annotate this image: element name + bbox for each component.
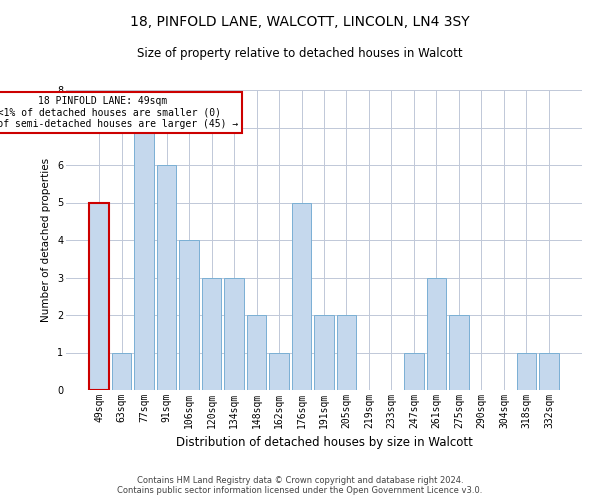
Bar [224, 278, 244, 390]
Bar [314, 315, 334, 390]
Bar [292, 202, 311, 390]
Bar [449, 315, 469, 390]
Bar [404, 352, 424, 390]
Bar [427, 278, 446, 390]
Bar [179, 240, 199, 390]
Bar [247, 315, 266, 390]
Text: Size of property relative to detached houses in Walcott: Size of property relative to detached ho… [137, 48, 463, 60]
Y-axis label: Number of detached properties: Number of detached properties [41, 158, 52, 322]
Bar [89, 202, 109, 390]
X-axis label: Distribution of detached houses by size in Walcott: Distribution of detached houses by size … [176, 436, 472, 450]
Text: Contains HM Land Registry data © Crown copyright and database right 2024.
Contai: Contains HM Land Registry data © Crown c… [118, 476, 482, 495]
Text: 18 PINFOLD LANE: 49sqm
← <1% of detached houses are smaller (0)
>99% of semi-det: 18 PINFOLD LANE: 49sqm ← <1% of detached… [0, 96, 238, 129]
Bar [337, 315, 356, 390]
Text: 18, PINFOLD LANE, WALCOTT, LINCOLN, LN4 3SY: 18, PINFOLD LANE, WALCOTT, LINCOLN, LN4 … [130, 15, 470, 29]
Bar [269, 352, 289, 390]
Bar [134, 128, 154, 390]
Bar [539, 352, 559, 390]
Bar [202, 278, 221, 390]
Bar [157, 165, 176, 390]
Bar [112, 352, 131, 390]
Bar [517, 352, 536, 390]
